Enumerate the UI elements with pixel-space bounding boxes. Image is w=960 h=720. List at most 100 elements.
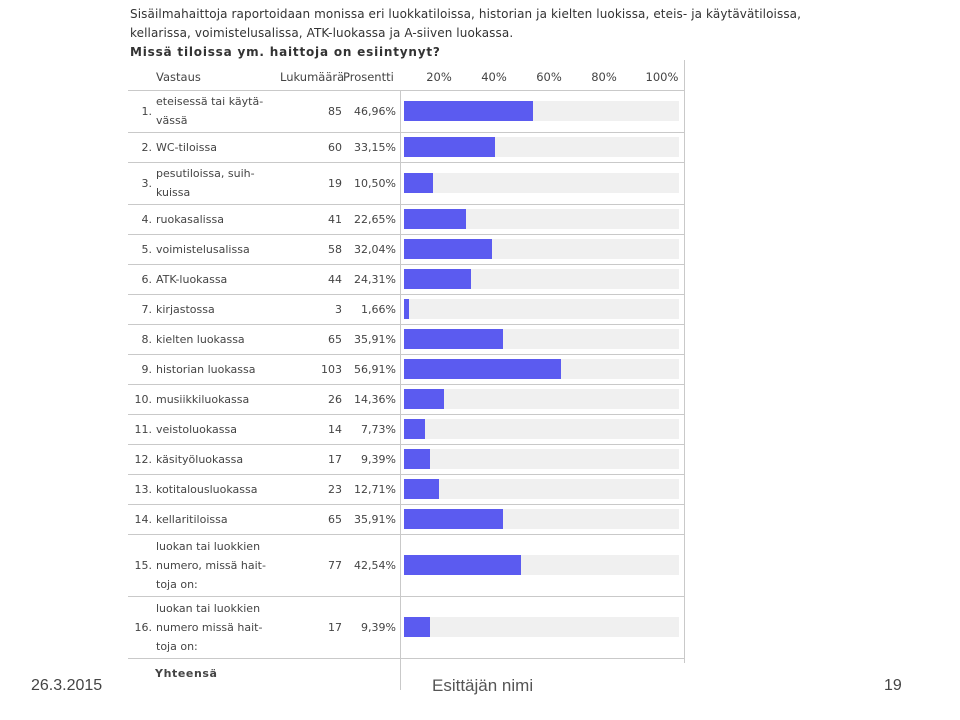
bar-track — [404, 173, 679, 193]
row-label: käsityöluokassa — [156, 452, 244, 466]
row-number: 7. — [141, 302, 153, 316]
row-label: luokan tai luokkien — [156, 601, 261, 615]
row-count: 17 — [328, 452, 342, 466]
row-percent: 7,73% — [361, 422, 396, 436]
row-percent: 9,39% — [361, 620, 396, 634]
row-label: luokan tai luokkien — [156, 539, 261, 553]
row-percent: 12,71% — [354, 482, 396, 496]
row-label: numero missä hait- — [156, 620, 263, 634]
row-divider — [128, 596, 684, 597]
axis-tick-label: 20% — [426, 70, 452, 84]
bar-track — [404, 269, 679, 289]
row-divider — [128, 384, 684, 385]
row-divider — [128, 504, 684, 505]
row-number: 1. — [141, 104, 153, 118]
bar-track — [404, 389, 679, 409]
row-percent: 35,91% — [354, 332, 396, 346]
bar — [404, 555, 521, 575]
row-label: veistoluokassa — [156, 422, 237, 436]
row-count: 65 — [328, 512, 342, 526]
bar — [404, 101, 534, 121]
bar-track — [404, 479, 679, 499]
row-number: 8. — [141, 332, 153, 346]
bar-track — [404, 209, 679, 229]
axis-tick-label: 60% — [536, 70, 562, 84]
row-label: kielten luokassa — [156, 332, 245, 346]
question-title: Missä tiloissa ym. haittoja on esiintyny… — [130, 45, 441, 59]
row-divider — [128, 132, 684, 133]
row-count: 23 — [328, 482, 342, 496]
bar — [404, 209, 467, 229]
bar-track — [404, 419, 679, 439]
row-label: eteisessä tai käytä- — [156, 95, 264, 108]
bar — [404, 137, 496, 157]
row-count: 3 — [335, 302, 342, 316]
row-number: 10. — [134, 392, 153, 406]
row-percent: 32,04% — [354, 242, 396, 256]
intro-line-1: Sisäilmahaittoja raportoidaan monissa er… — [130, 7, 802, 21]
row-percent: 46,96% — [354, 104, 396, 118]
row-number: 16. — [134, 620, 153, 634]
row-percent: 9,39% — [361, 452, 396, 466]
row-percent: 22,65% — [354, 212, 396, 226]
row-divider — [128, 294, 684, 295]
row-label: toja on: — [156, 639, 198, 653]
axis-tick-label: 100% — [645, 70, 679, 84]
row-percent: 42,54% — [354, 558, 396, 572]
row-label: kuissa — [156, 186, 191, 199]
row-number: 5. — [141, 242, 153, 256]
row-divider — [128, 534, 684, 535]
bar — [404, 329, 503, 349]
header-answer: Vastaus — [156, 70, 201, 84]
bar — [404, 269, 471, 289]
row-label: kotitalousluokassa — [156, 482, 258, 496]
row-label: toja on: — [156, 577, 198, 591]
row-divider — [128, 354, 684, 355]
row-count: 19 — [328, 176, 342, 190]
row-divider — [128, 474, 684, 475]
row-label: numero, missä hait- — [156, 558, 266, 572]
row-number: 13. — [134, 482, 153, 496]
row-divider — [128, 658, 684, 659]
survey-results-table — [128, 60, 685, 663]
axis-tick-label: 40% — [481, 70, 507, 84]
bar — [404, 359, 561, 379]
header-count: Lukumäärä — [280, 70, 345, 84]
row-label: historian luokassa — [156, 362, 256, 376]
row-divider — [128, 90, 684, 91]
bar — [404, 239, 493, 259]
axis-tick-label: 80% — [591, 70, 617, 84]
bar — [404, 617, 430, 637]
row-label: WC-tiloissa — [156, 140, 217, 154]
row-divider — [128, 414, 684, 415]
row-count: 65 — [328, 332, 342, 346]
row-number: 3. — [141, 176, 153, 190]
row-number: 14. — [134, 512, 153, 526]
row-divider — [128, 324, 684, 325]
row-number: 2. — [141, 140, 153, 154]
row-divider — [128, 204, 684, 205]
row-label: ATK-luokassa — [156, 272, 228, 286]
intro-line-2: kellarissa, voimistelusalissa, ATK-luoka… — [130, 26, 514, 40]
row-percent: 33,15% — [354, 140, 396, 154]
bar — [404, 419, 426, 439]
row-number: 9. — [141, 362, 153, 376]
total-label: Yhteensä — [155, 667, 218, 680]
row-divider — [128, 234, 684, 235]
row-label: pesutiloissa, suih- — [156, 167, 255, 180]
row-count: 44 — [328, 272, 342, 286]
footer-date: 26.3.2015 — [31, 677, 103, 694]
column-divider — [400, 90, 401, 690]
bar — [404, 449, 430, 469]
row-divider — [128, 444, 684, 445]
row-count: 85 — [328, 104, 342, 118]
bar — [404, 389, 444, 409]
row-count: 26 — [328, 392, 342, 406]
row-number: 15. — [134, 558, 153, 572]
row-count: 58 — [328, 242, 342, 256]
row-count: 17 — [328, 620, 342, 634]
row-label: kellaritiloissa — [156, 512, 228, 526]
bar-track — [404, 299, 679, 319]
row-number: 12. — [134, 452, 153, 466]
bar — [404, 299, 409, 319]
